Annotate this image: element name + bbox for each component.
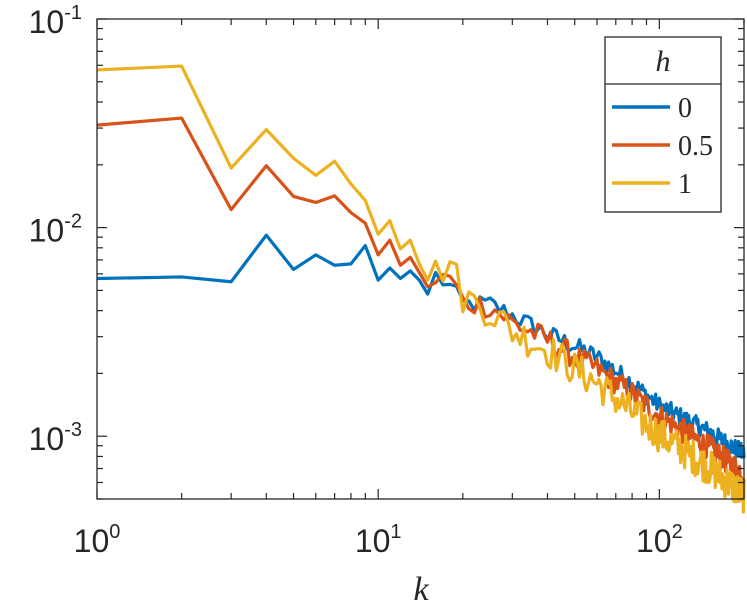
series-layer [96,64,746,514]
legend-entries: 00.51 [612,93,713,200]
x-tick-label: 101 [355,521,402,559]
legend[interactable]: h 00.51 [604,36,722,213]
plot-frame [96,18,745,500]
x-tick-label: 100 [74,521,121,559]
series-line-h-1 [96,64,746,514]
y-tick-label: 10-1 [29,2,82,40]
x-tick-label: 102 [636,521,683,559]
y-tick-label: 10-3 [29,419,82,457]
legend-label: 0.5 [678,131,713,162]
ticks-layer [96,18,745,500]
legend-label: 0 [678,93,692,124]
x-axis-label: k [413,571,429,608]
legend-title: h [656,45,671,78]
y-tick-label: 10-2 [29,211,82,249]
legend-label: 1 [678,169,692,200]
series-line-h-0_5 [96,116,746,485]
series-line-h-0 [96,233,746,459]
tick-labels-layer: 100 101 102 10-3 10-2 10-1 [29,2,683,559]
